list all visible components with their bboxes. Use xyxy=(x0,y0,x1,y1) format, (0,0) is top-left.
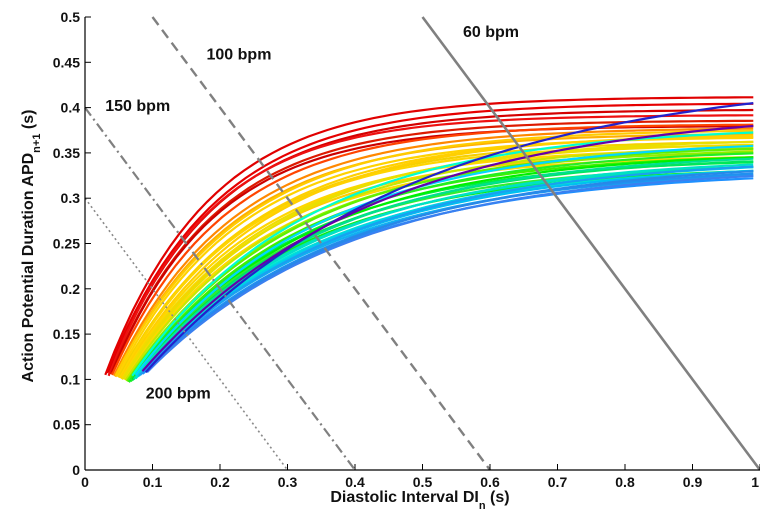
x-tick-label: 1 xyxy=(751,474,759,490)
restitution-curve-23 xyxy=(126,147,754,382)
y-tick-label: 0.05 xyxy=(53,417,80,433)
restitution-curve-5 xyxy=(109,119,754,375)
axes xyxy=(84,16,760,471)
restitution-curve-8 xyxy=(113,127,754,377)
annotation-150-bpm: 150 bpm xyxy=(105,98,170,115)
restitution-curve-7 xyxy=(111,123,754,376)
y-tick-label: 0.1 xyxy=(61,371,81,387)
restitution-curve-42 xyxy=(146,174,754,373)
y-axis-label: Action Potential Duration APDn+1 (s) xyxy=(20,110,43,383)
restitution-curve-44 xyxy=(131,131,754,377)
reference-line-200-bpm xyxy=(84,197,289,471)
reference-line-60-bpm xyxy=(421,16,760,471)
y-tick-label: 0.3 xyxy=(61,190,81,206)
restitution-curve-43 xyxy=(134,144,754,376)
x-tick-label: 0.9 xyxy=(683,474,703,490)
x-tick-label: 0.5 xyxy=(413,474,433,490)
x-axis-label: Diastolic Interval DIn (s) xyxy=(330,489,509,512)
restitution-curve-1 xyxy=(104,96,754,376)
x-tick-label: 0.7 xyxy=(548,474,568,490)
y-tick-label: 0 xyxy=(72,462,80,478)
x-tick-labels: 0 0.1 0.2 0.3 0.4 0.5 0.6 0.7 0.8 0.9 1 xyxy=(81,474,759,490)
y-tick-label: 0.35 xyxy=(53,145,80,161)
restitution-curve-45 xyxy=(144,102,754,373)
y-tick-label: 0.4 xyxy=(61,100,81,116)
restitution-curve-38 xyxy=(139,165,754,376)
reference-line-100-bpm xyxy=(151,16,491,471)
restitution-curve-46 xyxy=(141,124,754,372)
x-tick-label: 0.1 xyxy=(143,474,163,490)
restitution-curve-4 xyxy=(107,114,754,377)
y-tick-label: 0.2 xyxy=(61,281,81,297)
annotation-100-bpm: 100 bpm xyxy=(207,47,272,64)
restitution-curve-27 xyxy=(130,156,754,382)
restitution-curve-25 xyxy=(128,152,754,383)
y-tick-label: 0.25 xyxy=(53,236,80,252)
y-tick-label: 0.5 xyxy=(61,9,81,25)
restitution-curves xyxy=(104,96,754,383)
annotation-60-bpm: 60 bpm xyxy=(463,24,519,41)
y-tick-label: 0.15 xyxy=(53,326,80,342)
x-tick-label: 0.8 xyxy=(615,474,635,490)
restitution-curve-31 xyxy=(132,157,754,381)
x-tick-label: 0 xyxy=(81,474,89,490)
restitution-curve-41 xyxy=(145,170,754,373)
reference-line-150-bpm xyxy=(84,106,356,471)
y-tick-labels: 0 0.05 0.1 0.15 0.2 0.25 0.3 0.35 0.4 0.45 0.5 xyxy=(53,9,80,478)
x-tick-label: 0.2 xyxy=(210,474,230,490)
annotation-200-bpm: 200 bpm xyxy=(146,385,211,402)
y-tick-label: 0.45 xyxy=(53,54,80,70)
heart-rate-reference-lines xyxy=(84,16,760,471)
x-tick-label: 0.4 xyxy=(345,474,365,490)
x-tick-label: 0.6 xyxy=(480,474,500,490)
restitution-curve-2 xyxy=(106,102,754,374)
restitution-curve-10 xyxy=(114,129,754,377)
rate-annotations: 60 bpm 100 bpm 150 bpm 200 bpm xyxy=(105,24,519,402)
x-tick-label: 0.3 xyxy=(278,474,298,490)
